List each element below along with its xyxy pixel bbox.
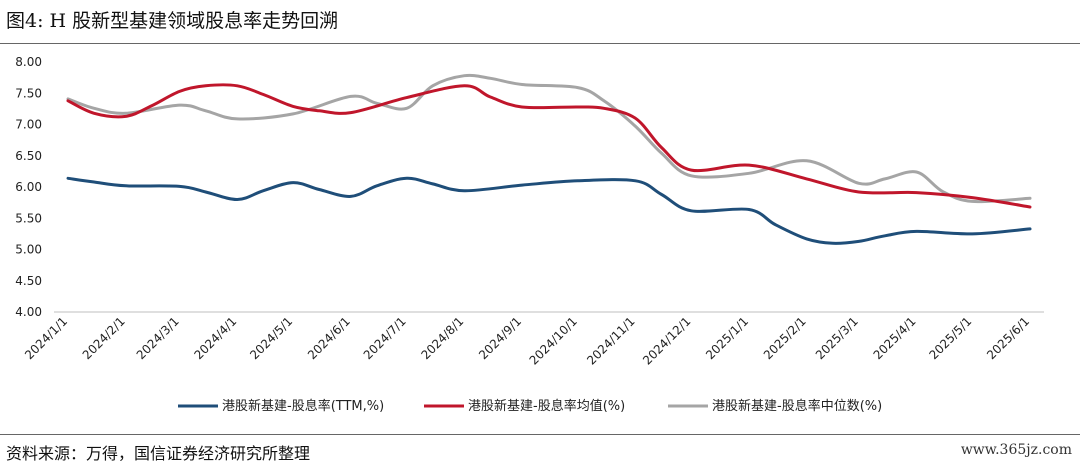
- y-axis-tick-labels: 4.00 4.50 5.00 5.50 6.00 6.50 7.00 7.50 8.00: [15, 55, 42, 319]
- x-tick-label: 2024/2/1: [80, 314, 128, 362]
- x-tick-label: 2024/1/1: [22, 314, 70, 362]
- series-line-ttm: [66, 176, 1032, 245]
- x-tick-label: 2024/9/1: [476, 314, 524, 362]
- x-tick-label: 2024/6/1: [305, 314, 353, 362]
- figure-title: 图4: H 股新型基建领域股息率走势回溯: [6, 10, 339, 32]
- x-tick-label: 2024/8/1: [418, 314, 466, 362]
- x-tick-label: 2024/11/1: [584, 314, 637, 367]
- y-tick-label: 7.00: [15, 118, 42, 132]
- legend: 港股新基建-股息率(TTM,%) 港股新基建-股息率均值(%) 港股新基建-股息率中…: [178, 398, 882, 414]
- y-tick-label: 8.00: [15, 55, 42, 69]
- legend-label: 港股新基建-股息率(TTM,%): [222, 398, 384, 414]
- bottom-rule: [0, 434, 1080, 435]
- y-tick-label: 5.50: [15, 211, 42, 225]
- y-tick-label: 6.50: [15, 149, 42, 163]
- x-tick-label: 2024/12/1: [640, 314, 693, 367]
- top-rule: [0, 43, 1080, 44]
- y-tick-label: 6.00: [15, 180, 42, 194]
- dividend-yield-line-chart: 4.00 4.50 5.00 5.50 6.00 6.50 7.00 7.50 8.00 202…: [15, 55, 1044, 414]
- x-tick-label: 2025/6/1: [984, 314, 1032, 362]
- x-tick-label: 2024/4/1: [191, 314, 239, 362]
- legend-label: 港股新基建-股息率中位数(%): [712, 398, 882, 414]
- x-tick-label: 2025/1/1: [703, 314, 751, 362]
- x-tick-label: 2025/4/1: [871, 314, 919, 362]
- watermark-text: www.365jz.com: [960, 442, 1072, 458]
- x-axis-tick-labels: 2024/1/1 2024/2/1 2024/3/1 2024/4/1 2024/5/1…: [22, 314, 1032, 367]
- y-tick-label: 5.00: [15, 243, 42, 257]
- x-tick-label: 2024/10/1: [527, 314, 580, 367]
- y-tick-label: 4.00: [15, 305, 42, 319]
- x-tick-label: 2024/7/1: [361, 314, 409, 362]
- series-lines: [66, 73, 1032, 245]
- x-tick-label: 2024/5/1: [247, 314, 295, 362]
- series-line-mean: [66, 83, 1032, 209]
- y-tick-label: 4.50: [15, 274, 42, 288]
- x-tick-label: 2025/2/1: [761, 314, 809, 362]
- series-line-median: [66, 73, 1032, 204]
- x-tick-label: 2025/5/1: [926, 314, 974, 362]
- legend-label: 港股新基建-股息率均值(%): [468, 398, 625, 414]
- source-note: 资料来源：万得，国信证券经济研究所整理: [6, 444, 311, 463]
- x-tick-label: 2025/3/1: [813, 314, 861, 362]
- x-tick-label: 2024/3/1: [134, 314, 182, 362]
- y-tick-label: 7.50: [15, 86, 42, 100]
